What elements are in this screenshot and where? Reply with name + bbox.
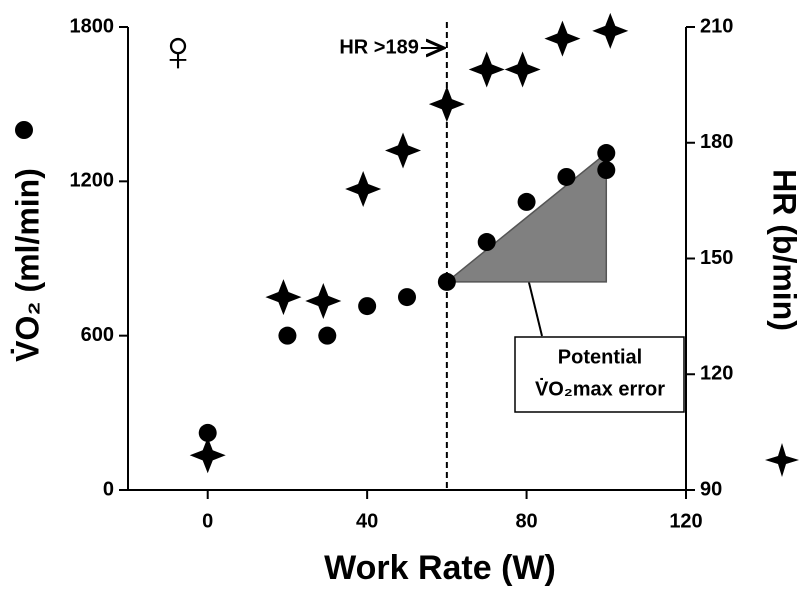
vo2-point — [597, 161, 616, 180]
y2-legend-marker — [765, 443, 799, 477]
hr-point — [468, 51, 505, 88]
hr-point — [544, 20, 581, 57]
vo2-point — [398, 288, 416, 307]
y2-tick-label: 180 — [700, 131, 733, 153]
y-legend-marker — [15, 121, 33, 139]
vo2-point — [358, 297, 377, 316]
sex-symbol: ♀ — [156, 18, 200, 83]
vo2-point — [557, 167, 576, 186]
hr-point — [305, 282, 342, 319]
y2-axis-title: HR (b/min) — [767, 169, 803, 331]
vo2-point — [517, 192, 536, 211]
y-tick-label: 600 — [81, 324, 114, 346]
vo2-point — [198, 423, 217, 442]
y-axis-title: V̇O₂ (ml/min) — [9, 168, 45, 362]
y2-tick-label: 120 — [700, 363, 733, 385]
x-tick-label: 80 — [515, 510, 537, 532]
x-axis-title: Work Rate (W) — [324, 549, 556, 587]
y2-tick-label: 150 — [700, 247, 733, 269]
annotation-text: V̇O₂max error — [535, 376, 665, 400]
hr-point — [385, 132, 422, 169]
y-tick-label: 0 — [103, 478, 114, 500]
annotation-box — [514, 336, 685, 413]
vo2-point — [278, 326, 297, 345]
annotation-text: Potential — [558, 346, 642, 368]
hr-point — [592, 12, 629, 49]
y2-tick-label: 210 — [700, 15, 733, 37]
hr-point — [428, 86, 465, 123]
hr-point — [189, 437, 226, 474]
x-tick-label: 40 — [356, 510, 378, 532]
vo2-point — [318, 326, 337, 345]
hr-point — [265, 279, 302, 316]
hr-threshold-label: HR >189 — [339, 36, 419, 58]
vo2-point — [437, 272, 456, 291]
vo2-point — [597, 144, 616, 163]
y2-tick-label: 90 — [700, 478, 722, 500]
hr-point — [345, 171, 382, 208]
vo2-point — [477, 233, 496, 252]
x-tick-label: 0 — [202, 510, 213, 532]
y-tick-label: 1200 — [70, 170, 115, 192]
hr-point — [504, 51, 541, 88]
y-tick-label: 1800 — [70, 15, 115, 37]
x-tick-label: 120 — [669, 510, 702, 532]
error-region — [444, 151, 608, 283]
